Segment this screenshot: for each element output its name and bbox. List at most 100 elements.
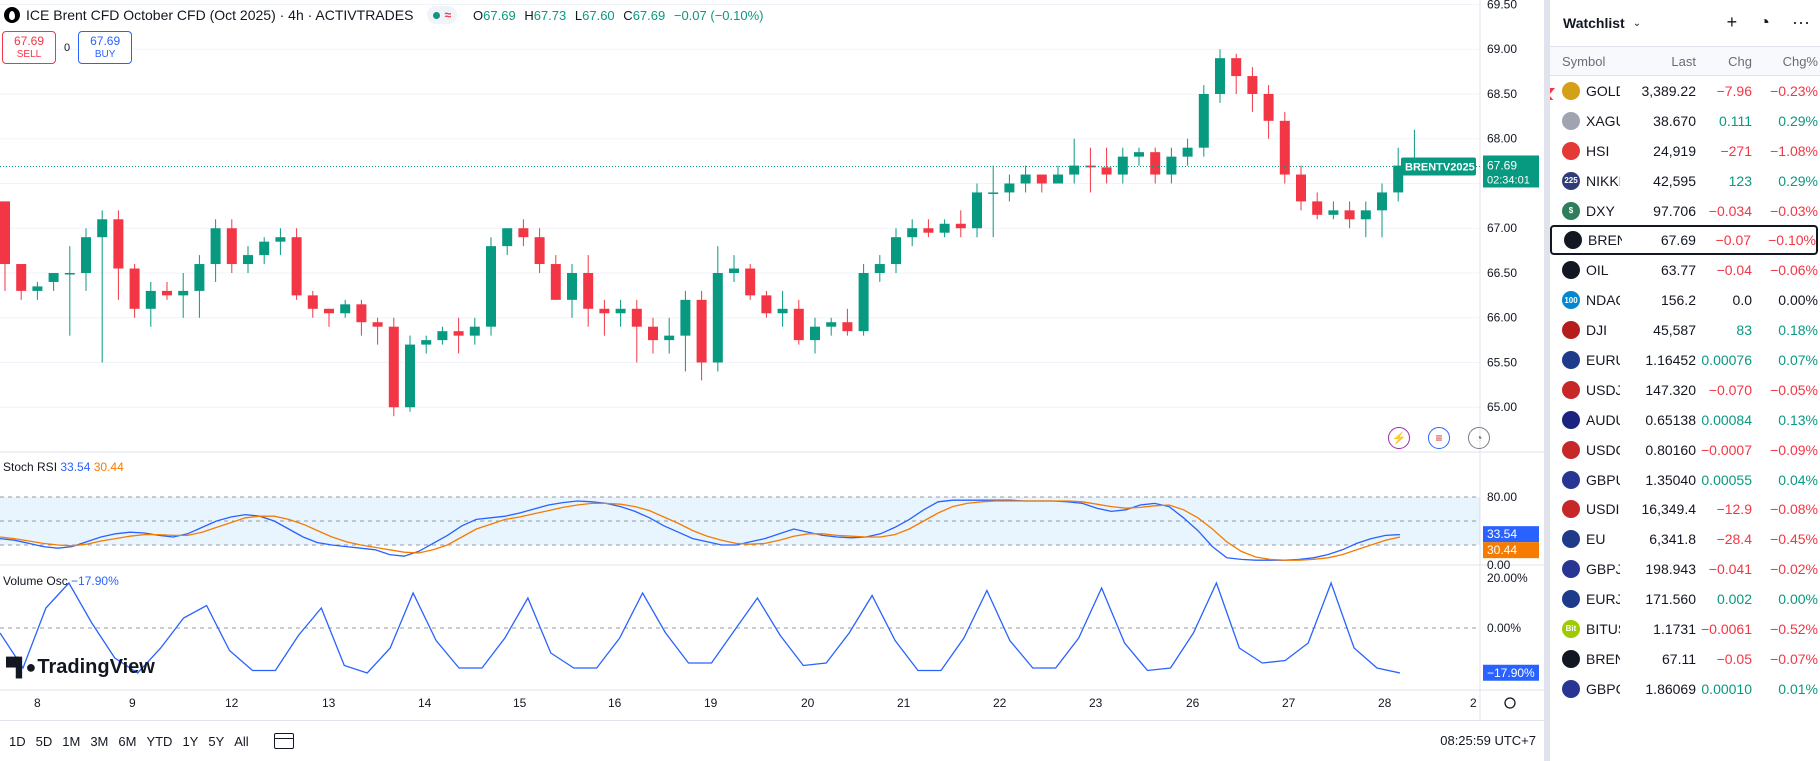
watchlist-row[interactable]: BRENT 67.69 −0.07 −0.10%	[1550, 225, 1818, 256]
watchlist-row[interactable]: BitBITUSD 1.1731 −0.0061 −0.52%	[1550, 614, 1820, 644]
symbol-icon	[1564, 231, 1582, 250]
range-ytd[interactable]: YTD	[146, 733, 173, 749]
price-tag: 67.69	[1487, 158, 1517, 172]
range-5d[interactable]: 5D	[35, 733, 53, 749]
tradingview-logo[interactable]: ▀▌● TradingView	[6, 656, 155, 678]
watchlist-row[interactable]: GOLD 3,389.22 −7.96 −0.23%	[1550, 76, 1820, 106]
candle-body	[16, 264, 27, 291]
watchlist-row[interactable]: GBPUSD 1.35040 0.00055 0.04%	[1550, 465, 1820, 495]
chart-area[interactable]: 69.5069.0068.5068.0067.5067.0066.5066.00…	[0, 0, 1544, 720]
buy-button[interactable]: 67.69 BUY	[78, 31, 133, 64]
calendar-icon[interactable]	[273, 733, 294, 749]
symbol-title[interactable]: ICE Brent CFD October CFD (Oct 2025) · 4…	[26, 7, 414, 23]
stoch-axis-label: 80.00	[1487, 490, 1517, 504]
candle-body	[842, 322, 853, 332]
vol-axis-label: 20.00%	[1487, 571, 1528, 585]
watchlist-row[interactable]: EURUSD 1.16452 0.00076 0.07%	[1550, 345, 1820, 375]
watchlist-columns: Symbol Last Chg Chg%	[1550, 46, 1820, 76]
time-axis-label: 27	[1282, 696, 1296, 710]
candle-body	[437, 331, 448, 341]
volume-osc-label[interactable]: Volume Osc −17.90%	[3, 574, 119, 588]
watchlist-row[interactable]: DJI 45,587 83 0.18%	[1550, 315, 1820, 345]
watchlist-row[interactable]: OIL 63.77 −0.04 −0.06%	[1550, 255, 1820, 285]
clock[interactable]: 08:25:59 UTC+7	[1440, 733, 1536, 748]
candle-body	[1134, 152, 1144, 157]
symbol-icon	[1562, 530, 1580, 549]
candle-body	[226, 228, 237, 265]
candle-body	[178, 290, 189, 296]
more-events-icon[interactable]: ◔	[1468, 427, 1490, 449]
watchlist-row[interactable]: XAGUSD 38.670 0.111 0.29%	[1550, 106, 1820, 136]
row-symbol: GBPCHF	[1550, 679, 1632, 698]
candle-body	[1053, 174, 1063, 184]
candle-body	[1296, 174, 1306, 202]
candle-body	[340, 304, 351, 314]
stoch-d-line	[0, 500, 1401, 561]
candle-body	[162, 290, 172, 296]
time-axis-label: 28	[1378, 696, 1392, 710]
row-pct: 0.13%	[1778, 411, 1818, 428]
candle-body	[1198, 93, 1209, 148]
candle-body	[1150, 152, 1161, 175]
row-pct: −0.06%	[1770, 262, 1818, 279]
range-1d[interactable]: 1D	[9, 733, 26, 749]
watchlist-row[interactable]: HSI 24,919 −271 −1.08%	[1550, 136, 1820, 166]
us-flag-icon[interactable]: ≡	[1428, 427, 1450, 449]
chevron-down-icon[interactable]: ⌄	[1632, 17, 1642, 29]
range-5y[interactable]: 5Y	[208, 733, 225, 749]
candle-body	[745, 268, 756, 296]
range-3m[interactable]: 3M	[90, 733, 109, 749]
col-chg[interactable]: Chg	[1728, 53, 1752, 69]
candle-body	[486, 246, 496, 327]
range-6m[interactable]: 6M	[118, 733, 137, 749]
row-symbol: GBPUSD	[1550, 470, 1632, 489]
range-all[interactable]: All	[234, 733, 249, 749]
chart-canvas[interactable]: 69.5069.0068.5068.0067.5067.0066.5066.00…	[0, 0, 1544, 720]
flag-icon[interactable]	[1550, 87, 1555, 100]
row-symbol: BitBITUSD	[1550, 619, 1632, 638]
watchlist-title[interactable]: Watchlist	[1563, 15, 1625, 31]
watchlist-row[interactable]: 100NDAQ 156.2 0.0 0.00%	[1550, 285, 1820, 315]
col-symbol[interactable]: Symbol	[1562, 53, 1606, 69]
watchlist-row[interactable]: $ DXY 97.706 −0.034 −0.03%	[1550, 196, 1820, 226]
row-pct: 0.00%	[1778, 591, 1818, 608]
lightning-icon[interactable]: ⚡	[1388, 427, 1410, 449]
range-1m[interactable]: 1M	[62, 733, 81, 749]
candle-body	[810, 326, 820, 341]
watchlist-row[interactable]: AUDUSD 0.65138 0.00084 0.13%	[1550, 405, 1820, 435]
watchlist-row[interactable]: EURJPY 171.560 0.002 0.00%	[1550, 584, 1820, 614]
candle-body	[631, 308, 642, 327]
candle-body	[1101, 167, 1112, 175]
col-pct[interactable]: Chg%	[1782, 53, 1818, 69]
candle-body	[502, 228, 513, 247]
watchlist-row[interactable]: USDIDR 16,349.4 −12.9 −0.08%	[1550, 494, 1820, 524]
watchlist-row[interactable]: GBPCHF 1.86069 0.00010 0.01%	[1550, 674, 1820, 704]
watchlist-row[interactable]: USDJPY 147.320 −0.070 −0.05%	[1550, 375, 1820, 405]
row-symbol: 100NDAQ	[1550, 291, 1632, 310]
watchlist-row[interactable]: BRENT 67.11 −0.05 −0.07%	[1550, 644, 1820, 674]
candle-body	[1020, 174, 1031, 184]
time-axis-label: 21	[897, 696, 911, 710]
candle-body	[615, 308, 626, 314]
candle-body	[1036, 174, 1047, 184]
row-chg: −7.96	[1716, 82, 1752, 99]
pie-chart-icon[interactable]: ◔	[1759, 12, 1771, 32]
sell-button[interactable]: 67.69 SELL	[2, 31, 56, 64]
watchlist-row[interactable]: 225NIKKEI 42,595 123 0.29%	[1550, 166, 1820, 196]
watchlist-row[interactable]: GBPJPY 198.943 −0.041 −0.02%	[1550, 554, 1820, 584]
row-symbol: XAGUSD	[1550, 111, 1632, 130]
market-status-pill[interactable]: ≈	[427, 6, 458, 24]
watchlist-row[interactable]: USDCAD 0.80160 −0.0007 −0.09%	[1550, 435, 1820, 465]
candle-body	[761, 295, 772, 314]
add-symbol-icon[interactable]: +	[1726, 12, 1738, 32]
row-pct: 0.04%	[1778, 471, 1818, 488]
col-last[interactable]: Last	[1671, 53, 1696, 69]
watchlist-row[interactable]: EU 6,341.8 −28.4 −0.45%	[1550, 524, 1820, 554]
range-1y[interactable]: 1Y	[182, 733, 199, 749]
row-symbol: BRENT	[1552, 231, 1633, 250]
time-axis-label: 9	[129, 696, 136, 710]
stoch-rsi-label[interactable]: Stoch RSI 33.54 30.44	[3, 460, 124, 474]
more-icon[interactable]: ···	[1792, 12, 1810, 32]
candle-body	[712, 272, 723, 363]
time-axis-label: 23	[1089, 696, 1103, 710]
